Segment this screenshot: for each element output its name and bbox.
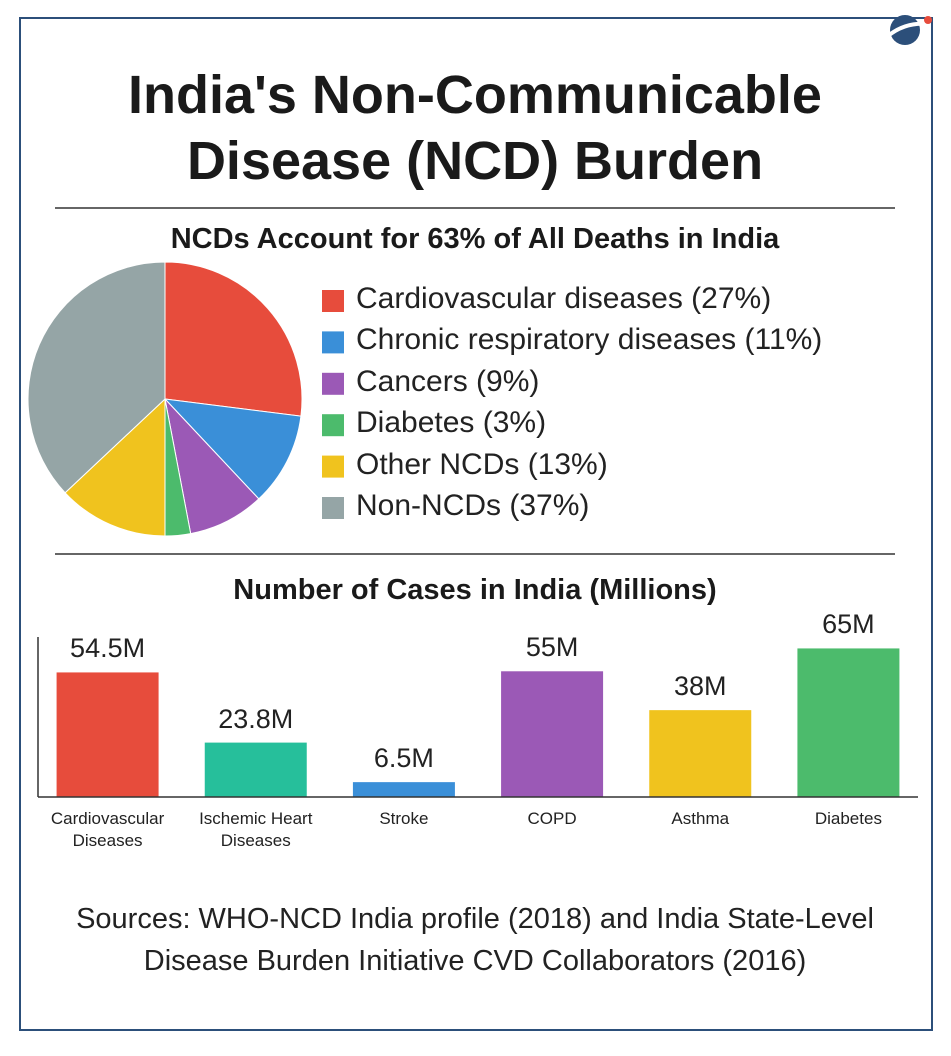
legend-label: Non-NCDs (37%) [356,489,590,522]
pie-slice [64,397,166,537]
bar [501,671,604,797]
main-title: India's Non-Communicable Disease (NCD) B… [128,65,822,191]
bar [204,742,307,797]
logo-swoosh [886,21,929,38]
x-tick-label: Stroke [379,809,429,828]
bar [797,648,900,797]
logo-dot [924,16,932,24]
bar [649,710,752,797]
value-label: 38M [673,671,727,702]
legend-swatch [322,497,344,519]
x-tick-label: Asthma [671,809,730,828]
pie-slice [163,398,302,500]
frame [19,17,933,1031]
value-label: 55M [525,632,579,663]
x-tick-label: COPD [527,809,577,828]
legend-label: Cancers (9%) [356,364,540,398]
value-label: 6.5M [373,743,434,774]
legend-label: Other NCDs (13%) [356,447,608,481]
legend-label: Cardiovascular diseases (27%) [356,282,772,315]
bar [56,672,159,797]
pie-slice [27,261,166,494]
legend-swatch [322,331,344,354]
value-label: 23.8M [218,703,294,734]
legend-swatch [322,290,344,312]
value-label: 54.5M [70,633,146,664]
logo [890,15,920,45]
x-tick-label: Diabetes [814,809,882,828]
legend-label: Diabetes (3%) [356,406,547,440]
pie-slice [164,261,303,417]
value-label: 65M [822,609,875,640]
legend-label: Chronic respiratory diseases (11%) [356,323,823,357]
chart-title: NCDs Account for 63% of All Deaths in In… [170,223,780,255]
bar [352,782,455,797]
legend-swatch [322,414,344,437]
x-tick-label: Ischemic Heart Diseases [199,809,313,850]
sources: Sources: WHO-NCD India profile (2018) an… [76,903,874,977]
chart-title: Number of Cases in India (Millions) [233,574,717,606]
legend-swatch [322,455,344,478]
legend-swatch [322,372,344,395]
x-tick-label: Cardiovascular Diseases [50,809,165,850]
